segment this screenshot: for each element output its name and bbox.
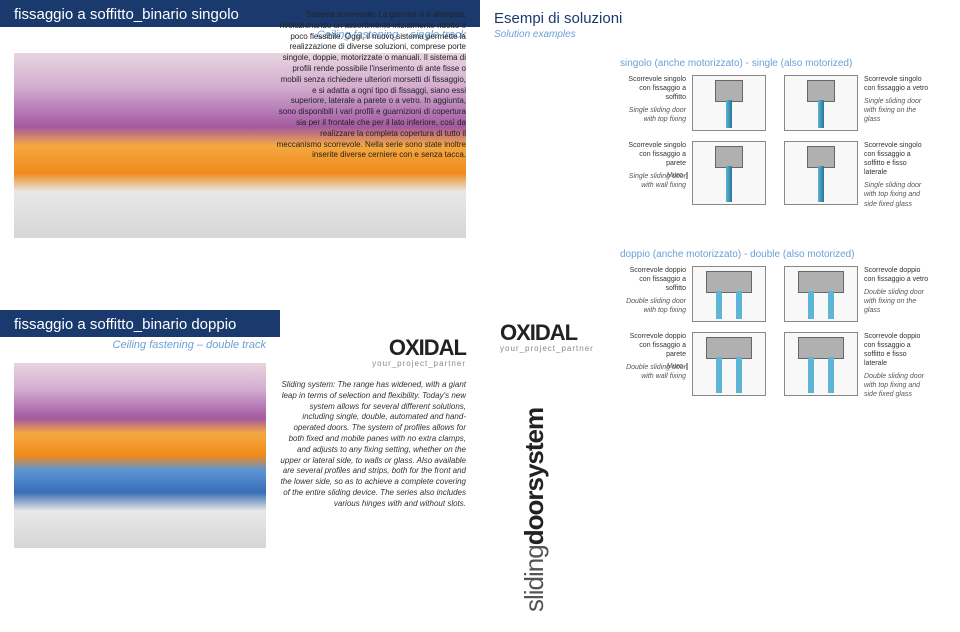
right-header: Esempi di soluzioni Solution examples	[480, 0, 960, 44]
second-title-block: fissaggio a soffitto_binario doppio Ceil…	[0, 310, 280, 558]
cell-3r: Scorrevole doppio con fissaggio a vetro …	[780, 266, 930, 322]
muro-label-1: Muro	[667, 172, 688, 179]
vbrand-light: sliding	[519, 545, 549, 612]
txt-4r: Scorrevole doppio con fissaggio a soffit…	[864, 332, 930, 400]
example-row-2: Scorrevole singolo con fissaggio a paret…	[620, 141, 960, 209]
cell-1r: Scorrevole singolo con fissaggio a vetro…	[780, 75, 930, 131]
img-1r	[784, 75, 858, 131]
brand-tagline: your_project_partner	[372, 359, 466, 368]
example-row-3: Scorrevole doppio con fissaggio a soffit…	[620, 266, 960, 322]
img-3r	[784, 266, 858, 322]
txt-2r: Scorrevole singolo con fissaggio a soffi…	[864, 141, 930, 209]
render-double-track	[14, 363, 266, 548]
right-page: Esempi di soluzioni Solution examples si…	[480, 0, 960, 632]
txt-3r: Scorrevole doppio con fissaggio a vetro …	[864, 266, 930, 315]
img-4r	[784, 332, 858, 396]
examples-title-en: Solution examples	[494, 29, 946, 40]
cell-4l: Scorrevole doppio con fissaggio a parete…	[620, 332, 770, 396]
oxidal-left: OXIDAL your_project_partner	[372, 335, 466, 368]
vertical-brand: slidingdoorsystem	[519, 408, 550, 612]
title2-en: Ceiling fastening – double track	[0, 337, 280, 357]
img-2l: Muro	[692, 141, 766, 205]
oxidal-right: OXIDAL your_project_partner	[500, 320, 594, 353]
title2-it: fissaggio a soffitto_binario doppio	[0, 310, 280, 337]
examples-title-it: Esempi di soluzioni	[494, 10, 946, 27]
muro-label-2: Muro	[667, 363, 688, 370]
body-text-italian: Sistema scorrevole: La gamma si è allarg…	[276, 10, 466, 161]
brand-tagline-right: your_project_partner	[500, 344, 594, 353]
section-double: doppio (anche motorizzato) - double (als…	[620, 249, 960, 260]
section-single: singolo (anche motorizzato) - single (al…	[620, 58, 960, 69]
brand-logo: OXIDAL	[372, 335, 466, 361]
cell-2l: Scorrevole singolo con fissaggio a paret…	[620, 141, 770, 205]
brand-logo-right: OXIDAL	[500, 320, 594, 346]
body-text-english: Sliding system: The range has widened, w…	[276, 380, 466, 510]
example-row-1: Scorrevole singolo con fissaggio a soffi…	[620, 75, 960, 131]
cell-1l: Scorrevole singolo con fissaggio a soffi…	[620, 75, 770, 131]
vbrand-bold: doorsystem	[519, 408, 549, 545]
txt-1l: Scorrevole singolo con fissaggio a soffi…	[620, 75, 686, 124]
example-row-4: Scorrevole doppio con fissaggio a parete…	[620, 332, 960, 400]
cell-4r: Scorrevole doppio con fissaggio a soffit…	[780, 332, 930, 400]
txt-2l: Scorrevole singolo con fissaggio a paret…	[620, 141, 686, 190]
cell-2r: Scorrevole singolo con fissaggio a soffi…	[780, 141, 930, 209]
img-1l	[692, 75, 766, 131]
img-4l: Muro	[692, 332, 766, 396]
left-page: fissaggio a soffitto_binario singolo Cei…	[0, 0, 480, 632]
txt-4l: Scorrevole doppio con fissaggio a parete…	[620, 332, 686, 381]
txt-3l: Scorrevole doppio con fissaggio a soffit…	[620, 266, 686, 315]
txt-1r: Scorrevole singolo con fissaggio a vetro…	[864, 75, 930, 124]
cell-3l: Scorrevole doppio con fissaggio a soffit…	[620, 266, 770, 322]
img-2r	[784, 141, 858, 205]
img-3l	[692, 266, 766, 322]
